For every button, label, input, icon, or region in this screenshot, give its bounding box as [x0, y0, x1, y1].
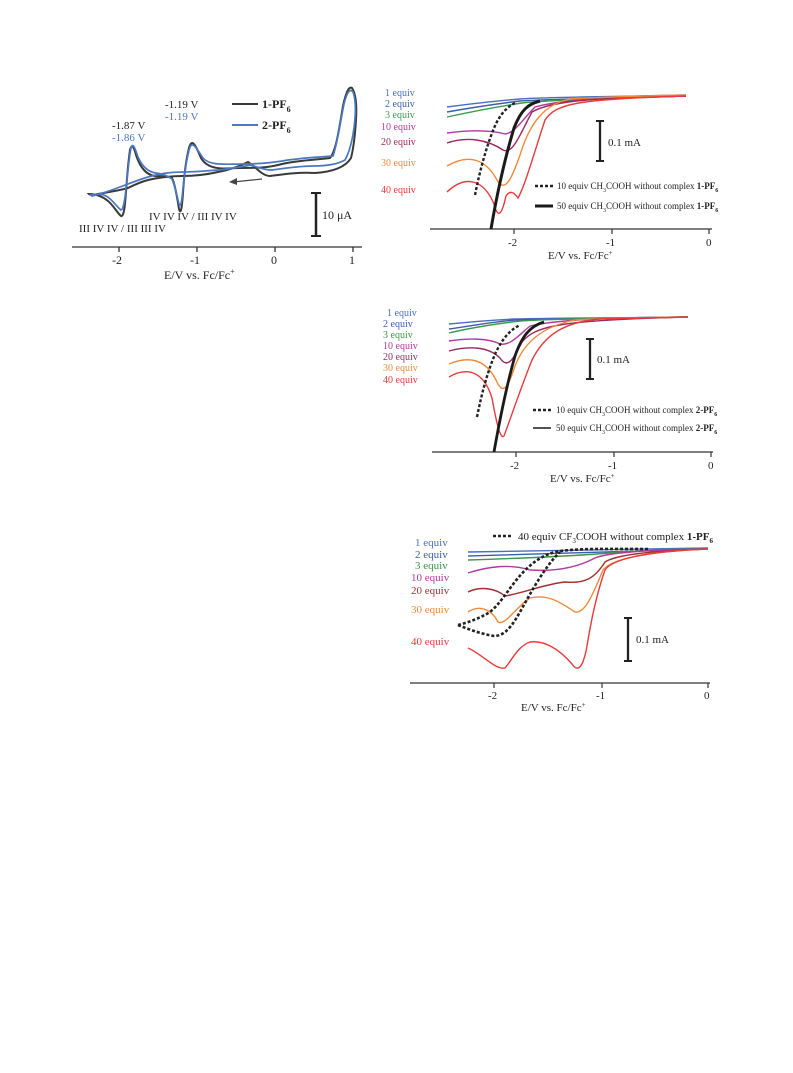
p2-curve-30-equiv — [448, 316, 689, 390]
cv-xtick-label: 0 — [271, 253, 277, 267]
p3-equiv-label: 40 equiv — [411, 636, 450, 648]
p3-equiv-label: 2 equiv — [415, 549, 448, 561]
p2-equiv-label: 30 equiv — [383, 363, 418, 374]
cv-panel: -2 -1 0 1 E/V vs. Fc/Fc+ -1.87 V -1.86 V… — [72, 86, 362, 282]
p2-equiv-label: 10 equiv — [383, 341, 418, 352]
cv-scan-arrow — [232, 178, 263, 183]
p1-xtick-label: -1 — [606, 237, 615, 249]
cv-curve-1pf6 — [86, 86, 358, 217]
p2-xlabel: E/V vs. Fc/Fc+ — [550, 472, 615, 485]
p3-xtick-label: -2 — [488, 690, 497, 702]
p1-equiv-label: 1 equiv — [385, 88, 415, 99]
p3-equiv-label: 1 equiv — [415, 537, 448, 549]
cv-xtick-label: -1 — [190, 253, 200, 267]
p1-xtick-label: -2 — [508, 237, 517, 249]
p3-equiv-label: 3 equiv — [415, 560, 448, 572]
cv-pot-label: -1.86 V — [112, 132, 145, 144]
p1-equiv-label: 3 equiv — [385, 110, 415, 121]
p2-xtick-label: -2 — [510, 460, 519, 472]
p2-legend-solid-text: 50 equiv CH3COOH without complex 2-PF6 — [556, 423, 717, 436]
cv-pot-label: -1.19 V — [165, 111, 198, 123]
p3-xlabel: E/V vs. Fc/Fc+ — [521, 701, 586, 714]
cv-scan-arrow-head — [229, 178, 237, 185]
cv-xlabel: E/V vs. Fc/Fc+ — [164, 267, 235, 282]
p2-scale-label: 0.1 mA — [597, 354, 630, 366]
cv-legend-2: 2-PF6 — [262, 118, 291, 135]
p2-legend-dashed-text: 10 equiv CH3COOH without complex 2-PF6 — [556, 405, 717, 418]
p1-curve-20-equiv — [446, 95, 687, 152]
p2-curve-40-equiv — [448, 316, 689, 438]
cv-xtick-label: -2 — [112, 253, 122, 267]
p3-curve-10-equiv — [467, 548, 709, 574]
p3-xtick-label: -1 — [596, 690, 605, 702]
p1-equiv-label: 20 equiv — [381, 137, 416, 148]
p2-xtick-label: 0 — [708, 460, 714, 472]
p1-curve-40-equiv — [446, 95, 687, 214]
p2-equiv-label: 40 equiv — [383, 375, 418, 386]
p1-xtick-label: 0 — [706, 237, 712, 249]
p3-scale-label: 0.1 mA — [636, 634, 669, 646]
p3-curve-20-equiv — [467, 548, 709, 597]
p3-curve-40-equiv — [467, 548, 709, 669]
cv-assignment: IV IV IV / III IV IV — [149, 211, 237, 223]
acid-panel-2: -2 -1 0 E/V vs. Fc/Fc+ 1 equiv 2 equiv 3… — [383, 308, 717, 485]
cv-scale-label: 10 μA — [322, 208, 352, 222]
p1-equiv-label: 40 equiv — [381, 185, 416, 196]
p1-curve-30-equiv — [446, 94, 687, 186]
p1-xlabel: E/V vs. Fc/Fc+ — [548, 249, 613, 262]
p2-xtick-label: -1 — [608, 460, 617, 472]
p1-equiv-label: 2 equiv — [385, 99, 415, 110]
cv-xtick-label: 1 — [349, 253, 355, 267]
p1-legend-dashed-text: 10 equiv CH3COOH without complex 1-PF6 — [557, 181, 718, 194]
p3-ref-dashed — [457, 547, 651, 627]
p3-equiv-label: 10 equiv — [411, 572, 450, 584]
p3-equiv-label: 30 equiv — [411, 604, 450, 616]
p3-curve-30-equiv — [467, 548, 709, 624]
cv-assignment: III IV IV / III III IV — [79, 223, 166, 235]
cv-pot-label: -1.19 V — [165, 99, 198, 111]
p1-ref-dashed — [473, 101, 516, 196]
p2-ref-dashed — [475, 323, 521, 418]
acid-panel-1: -2 -1 0 E/V vs. Fc/Fc+ 1 equiv 2 equiv 3… — [381, 88, 718, 262]
cv-legend-1: 1-PF6 — [262, 97, 291, 114]
p2-equiv-label: 2 equiv — [383, 319, 413, 330]
p2-equiv-label: 1 equiv — [387, 308, 417, 319]
p3-ref-dashed-b — [457, 551, 561, 638]
p3-xtick-label: 0 — [704, 690, 710, 702]
p1-ref-solid — [489, 99, 541, 230]
p1-scale-label: 0.1 mA — [608, 137, 641, 149]
p2-equiv-label: 20 equiv — [383, 352, 418, 363]
p2-ref-solid — [492, 320, 545, 453]
p1-equiv-label: 30 equiv — [381, 158, 416, 169]
cv-pot-label: -1.87 V — [112, 120, 145, 132]
cv-curve-2pf6 — [89, 89, 357, 211]
p2-equiv-label: 3 equiv — [383, 330, 413, 341]
p3-equiv-label: 20 equiv — [411, 585, 450, 597]
acid-panel-3: -2 -1 0 E/V vs. Fc/Fc+ 1 equiv 2 equiv 3… — [410, 531, 713, 714]
p3-legend-dashed-text: 40 equiv CF3COOH without complex 1-PF6 — [518, 531, 713, 545]
p1-legend-solid-text: 50 equiv CH3COOH without complex 1-PF6 — [557, 201, 718, 214]
p1-equiv-label: 10 equiv — [381, 122, 416, 133]
